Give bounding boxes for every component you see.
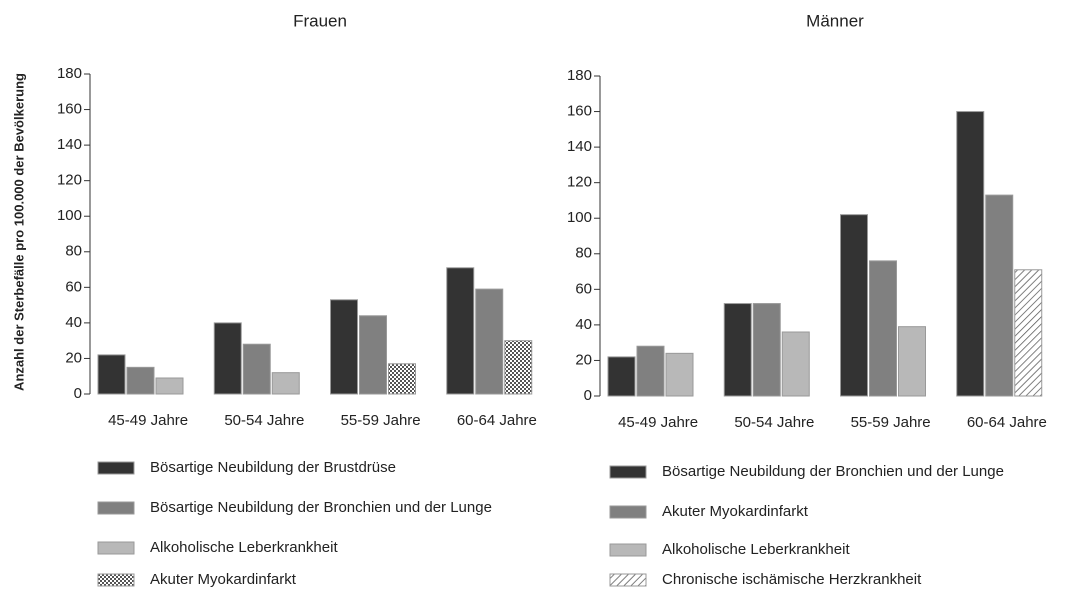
bar xyxy=(723,303,752,397)
y-tick-label: 0 xyxy=(584,387,592,404)
bar xyxy=(752,303,781,397)
bar xyxy=(781,331,810,397)
chart-title: Frauen xyxy=(293,11,347,30)
bar xyxy=(956,111,985,397)
y-tick-label: 160 xyxy=(567,103,592,120)
bar xyxy=(607,356,636,397)
bar xyxy=(97,354,126,395)
legend-swatch xyxy=(97,573,135,587)
legend-swatch xyxy=(609,465,647,479)
legend-label: Akuter Myokardinfarkt xyxy=(150,571,297,588)
bar xyxy=(330,299,358,395)
legend-label: Bösartige Neubildung der Brustdrüse xyxy=(150,459,396,476)
y-tick-label: 120 xyxy=(567,174,592,191)
bar xyxy=(504,340,533,395)
x-tick-label: 45-49 Jahre xyxy=(618,414,698,431)
y-tick-label: 180 xyxy=(567,67,592,84)
y-tick-label: 40 xyxy=(575,316,592,333)
bar xyxy=(985,194,1014,397)
bar xyxy=(126,366,155,395)
y-tick-label: 80 xyxy=(65,243,82,260)
legend-label: Alkoholische Leberkrankheit xyxy=(662,541,850,558)
bar xyxy=(213,322,242,395)
x-tick-label: 60-64 Jahre xyxy=(967,414,1047,431)
bar xyxy=(840,214,868,397)
legend-swatch xyxy=(97,541,135,555)
legend-swatch xyxy=(609,573,647,587)
x-tick-label: 50-54 Jahre xyxy=(734,414,814,431)
bar xyxy=(446,267,475,395)
x-tick-label: 55-59 Jahre xyxy=(851,414,931,431)
bar xyxy=(155,377,184,395)
y-tick-label: 100 xyxy=(57,207,82,224)
x-tick-label: 45-49 Jahre xyxy=(108,412,188,429)
bar xyxy=(388,363,416,395)
y-tick-label: 40 xyxy=(65,314,82,331)
legend-swatch xyxy=(97,501,135,515)
bar xyxy=(898,326,926,397)
legend-label: Alkoholische Leberkrankheit xyxy=(150,539,338,556)
bar xyxy=(475,288,504,395)
y-tick-label: 0 xyxy=(74,385,82,402)
bar xyxy=(242,343,271,395)
y-tick-label: 60 xyxy=(575,280,592,297)
y-tick-label: 80 xyxy=(575,245,592,262)
legend-swatch xyxy=(97,461,135,475)
chart-title: Männer xyxy=(806,11,864,30)
bar xyxy=(271,372,300,395)
y-tick-label: 20 xyxy=(65,349,82,366)
legend-label: Bösartige Neubildung der Bronchien und d… xyxy=(150,499,492,516)
y-tick-label: 160 xyxy=(57,101,82,118)
legend-label: Bösartige Neubildung der Bronchien und d… xyxy=(662,463,1004,480)
y-tick-label: 140 xyxy=(567,138,592,155)
legend-swatch xyxy=(609,543,647,557)
y-tick-label: 120 xyxy=(57,172,82,189)
bar xyxy=(1014,269,1043,397)
legend-swatch xyxy=(609,505,647,519)
bar xyxy=(636,345,665,397)
y-tick-label: 180 xyxy=(57,65,82,82)
bar xyxy=(665,352,694,397)
x-tick-label: 55-59 Jahre xyxy=(341,412,421,429)
y-tick-label: 20 xyxy=(575,351,592,368)
bar xyxy=(359,315,387,395)
y-tick-label: 60 xyxy=(65,278,82,295)
legend-label: Akuter Myokardinfarkt xyxy=(662,503,809,520)
y-axis-label: Anzahl der Sterbefälle pro 100.000 der B… xyxy=(11,73,26,391)
y-tick-label: 140 xyxy=(57,136,82,153)
bar xyxy=(869,260,897,397)
x-tick-label: 50-54 Jahre xyxy=(224,412,304,429)
legend-label: Chronische ischämische Herzkrankheit xyxy=(662,571,922,588)
y-tick-label: 100 xyxy=(567,209,592,226)
x-tick-label: 60-64 Jahre xyxy=(457,412,537,429)
